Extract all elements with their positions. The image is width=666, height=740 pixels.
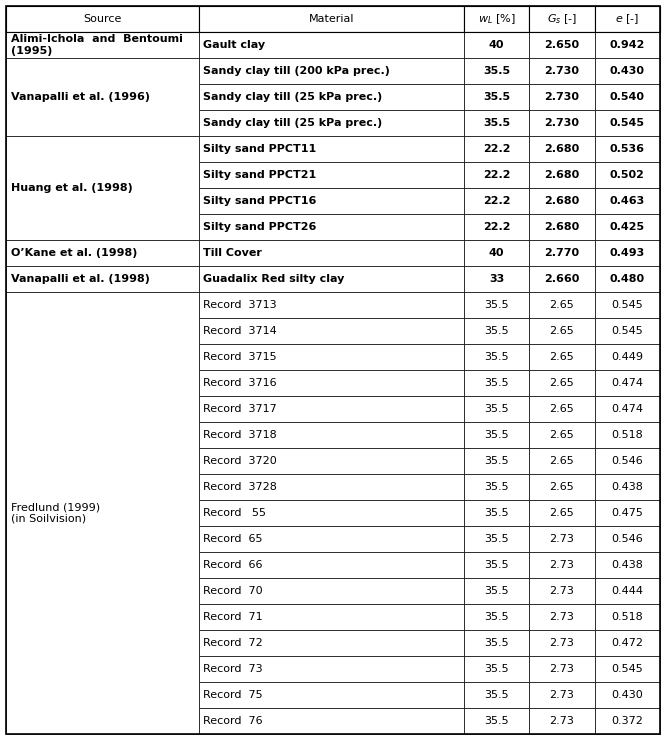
Bar bbox=[595, 448, 660, 474]
Bar bbox=[464, 188, 529, 214]
Bar bbox=[529, 448, 595, 474]
Text: Record  65: Record 65 bbox=[203, 534, 262, 544]
Text: 40: 40 bbox=[489, 40, 504, 50]
Bar bbox=[199, 682, 464, 708]
Text: 0.545: 0.545 bbox=[611, 326, 643, 336]
Bar bbox=[529, 110, 595, 136]
Text: 2.680: 2.680 bbox=[544, 144, 579, 154]
Text: 35.5: 35.5 bbox=[484, 534, 509, 544]
Text: Record  70: Record 70 bbox=[203, 586, 262, 596]
Bar bbox=[199, 526, 464, 552]
Bar bbox=[199, 32, 464, 58]
Bar bbox=[464, 500, 529, 526]
Bar bbox=[464, 656, 529, 682]
Bar bbox=[464, 266, 529, 292]
Text: Record  66: Record 66 bbox=[203, 560, 262, 570]
Text: Guadalix Red silty clay: Guadalix Red silty clay bbox=[203, 274, 344, 284]
Text: 0.518: 0.518 bbox=[611, 430, 643, 440]
Bar bbox=[529, 162, 595, 188]
Bar bbox=[595, 266, 660, 292]
Bar bbox=[464, 682, 529, 708]
Bar bbox=[464, 32, 529, 58]
Text: 35.5: 35.5 bbox=[484, 456, 509, 466]
Bar bbox=[595, 188, 660, 214]
Bar bbox=[199, 136, 464, 162]
Text: 2.65: 2.65 bbox=[549, 404, 574, 414]
Bar bbox=[529, 318, 595, 344]
Text: 35.5: 35.5 bbox=[483, 66, 510, 76]
Bar bbox=[595, 552, 660, 578]
Text: 35.5: 35.5 bbox=[484, 482, 509, 492]
Text: $w_L$ [%]: $w_L$ [%] bbox=[478, 12, 515, 26]
Text: 0.493: 0.493 bbox=[609, 248, 645, 258]
Bar bbox=[199, 474, 464, 500]
Bar bbox=[529, 604, 595, 630]
Text: Record  71: Record 71 bbox=[203, 612, 262, 622]
Text: 0.438: 0.438 bbox=[611, 482, 643, 492]
Bar bbox=[529, 526, 595, 552]
Bar bbox=[464, 292, 529, 318]
Bar bbox=[199, 578, 464, 604]
Text: Record  72: Record 72 bbox=[203, 638, 262, 648]
Text: 0.545: 0.545 bbox=[611, 300, 643, 310]
Text: 35.5: 35.5 bbox=[484, 508, 509, 518]
Text: Record  3717: Record 3717 bbox=[203, 404, 276, 414]
Bar bbox=[595, 32, 660, 58]
Bar bbox=[529, 682, 595, 708]
Text: 0.540: 0.540 bbox=[610, 92, 645, 102]
Text: 0.425: 0.425 bbox=[610, 222, 645, 232]
Text: 2.650: 2.650 bbox=[544, 40, 579, 50]
Text: 2.65: 2.65 bbox=[549, 456, 574, 466]
Text: Record  3713: Record 3713 bbox=[203, 300, 276, 310]
Text: 2.73: 2.73 bbox=[549, 690, 574, 700]
Text: 2.65: 2.65 bbox=[549, 378, 574, 388]
Text: Source: Source bbox=[83, 14, 122, 24]
Bar bbox=[595, 136, 660, 162]
Bar bbox=[595, 708, 660, 734]
Bar bbox=[595, 422, 660, 448]
Bar bbox=[529, 292, 595, 318]
Bar bbox=[529, 32, 595, 58]
Bar bbox=[529, 136, 595, 162]
Bar bbox=[529, 214, 595, 240]
Text: Sandy clay till (25 kPa prec.): Sandy clay till (25 kPa prec.) bbox=[203, 118, 382, 128]
Text: 40: 40 bbox=[489, 248, 504, 258]
Bar bbox=[199, 370, 464, 396]
Text: 22.2: 22.2 bbox=[483, 196, 510, 206]
Text: $e$ [-]: $e$ [-] bbox=[615, 12, 639, 26]
Text: 2.680: 2.680 bbox=[544, 196, 579, 206]
Bar bbox=[529, 240, 595, 266]
Bar bbox=[529, 396, 595, 422]
Text: 35.5: 35.5 bbox=[484, 560, 509, 570]
Bar bbox=[464, 58, 529, 84]
Bar bbox=[464, 344, 529, 370]
Text: Fredlund (1999)
(in Soilvision): Fredlund (1999) (in Soilvision) bbox=[11, 502, 100, 524]
Bar bbox=[595, 578, 660, 604]
Text: 35.5: 35.5 bbox=[484, 430, 509, 440]
Text: O’Kane et al. (1998): O’Kane et al. (1998) bbox=[11, 248, 137, 258]
Bar bbox=[199, 162, 464, 188]
Text: Record  75: Record 75 bbox=[203, 690, 262, 700]
Bar bbox=[464, 552, 529, 578]
Bar bbox=[199, 448, 464, 474]
Text: 0.474: 0.474 bbox=[611, 378, 643, 388]
Text: $G_s$ [-]: $G_s$ [-] bbox=[547, 12, 577, 26]
Bar bbox=[6, 266, 199, 292]
Text: 0.444: 0.444 bbox=[611, 586, 643, 596]
Text: Material: Material bbox=[308, 14, 354, 24]
Text: 0.430: 0.430 bbox=[611, 690, 643, 700]
Bar bbox=[529, 84, 595, 110]
Text: 2.65: 2.65 bbox=[549, 326, 574, 336]
Text: 35.5: 35.5 bbox=[484, 612, 509, 622]
Bar bbox=[595, 526, 660, 552]
Text: 2.730: 2.730 bbox=[544, 118, 579, 128]
Text: 2.770: 2.770 bbox=[544, 248, 579, 258]
Text: 2.73: 2.73 bbox=[549, 560, 574, 570]
Text: 2.73: 2.73 bbox=[549, 664, 574, 674]
Bar bbox=[199, 84, 464, 110]
Text: 0.474: 0.474 bbox=[611, 404, 643, 414]
Bar bbox=[595, 162, 660, 188]
Bar bbox=[595, 318, 660, 344]
Text: 2.73: 2.73 bbox=[549, 612, 574, 622]
Text: 0.545: 0.545 bbox=[610, 118, 645, 128]
